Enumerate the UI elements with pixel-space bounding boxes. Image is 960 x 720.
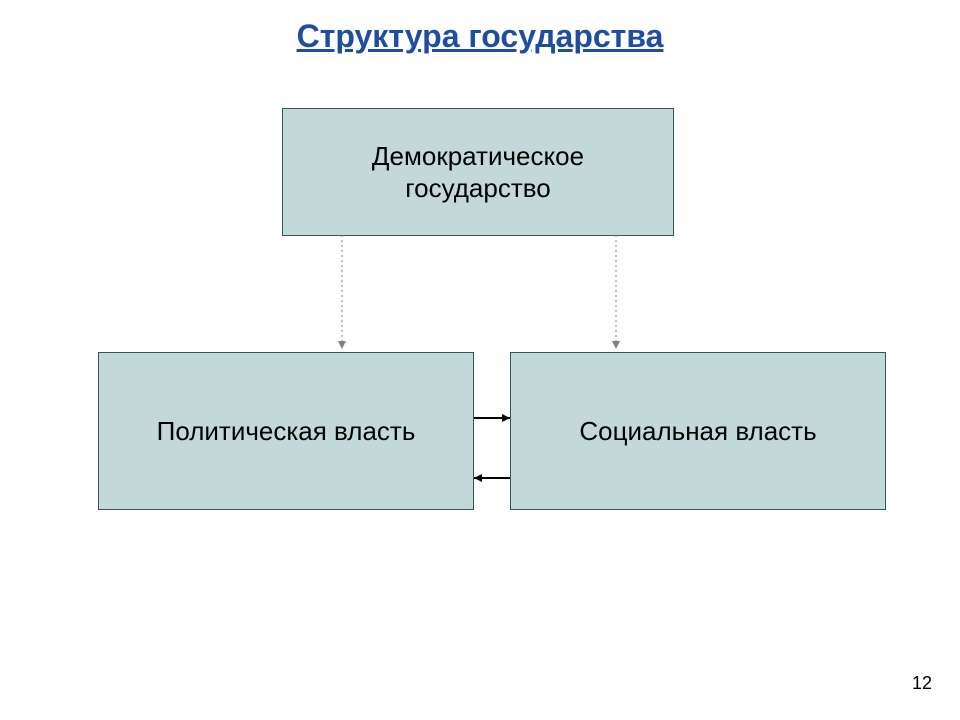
node-democratic-state: Демократическоегосударство <box>282 108 674 236</box>
slide-title: Структура государства <box>0 18 960 55</box>
node-social-power: Социальная власть <box>510 352 886 510</box>
node-political-power: Политическая власть <box>98 352 474 510</box>
node-label: Политическая власть <box>157 415 416 448</box>
node-label: Демократическоегосударство <box>372 140 584 205</box>
slide: Структура государства Демократическоегос… <box>0 0 960 720</box>
page-number: 12 <box>912 673 932 694</box>
node-label: Социальная власть <box>579 415 816 448</box>
